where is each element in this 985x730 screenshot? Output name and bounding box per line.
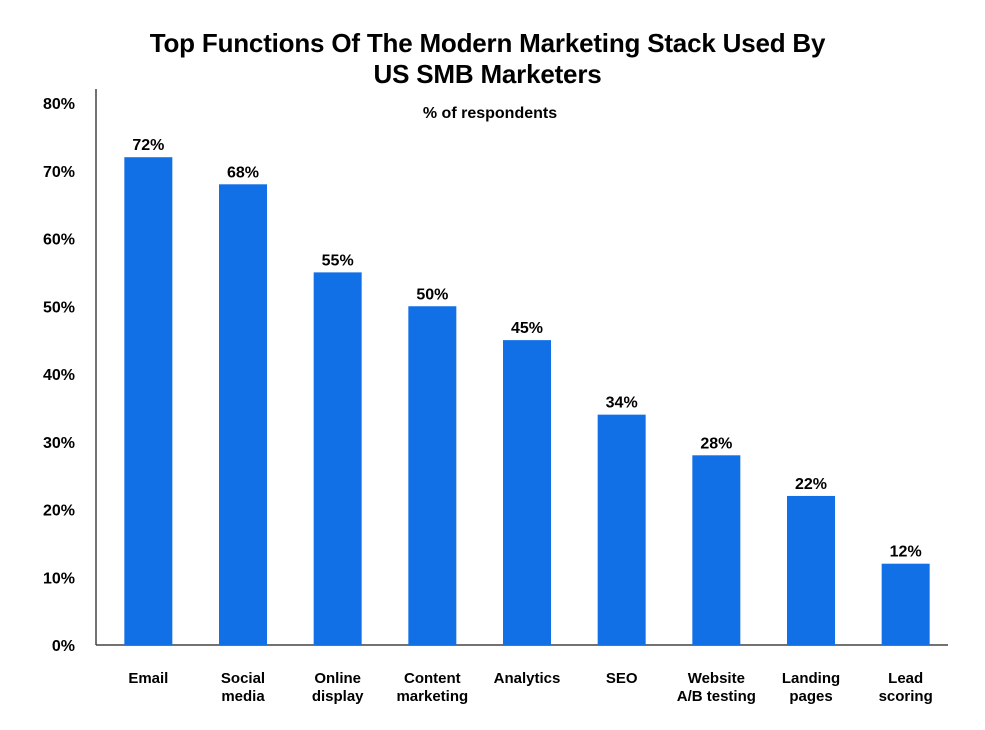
data-label: 22% <box>795 476 827 493</box>
data-label: 12% <box>890 544 922 561</box>
y-tick-label: 70% <box>43 164 75 181</box>
y-axis: 0% 10% 20% 30% 40% 50% 60% 70% 80% <box>43 89 948 655</box>
data-labels: 72% 68% 55% 50% 45% 34% 28% 22% 12% <box>132 137 921 561</box>
bar <box>219 184 267 646</box>
data-label: 55% <box>322 252 354 269</box>
x-axis-labels: Email Social media Online display Content mark… <box>128 670 932 705</box>
x-tick-label: Lead scoring <box>879 670 933 705</box>
y-tick-label: 20% <box>43 503 75 520</box>
data-label: 28% <box>700 435 732 452</box>
data-label: 45% <box>511 320 543 337</box>
chart-title-line-2: US SMB Marketers <box>373 59 602 89</box>
bar <box>597 414 646 645</box>
x-tick-label: Analytics <box>494 670 561 687</box>
chart-subtitle: % of respondents <box>423 105 557 122</box>
data-label: 72% <box>132 137 164 154</box>
bar <box>313 272 362 645</box>
y-tick-label: 0% <box>52 638 75 655</box>
data-label: 68% <box>227 164 259 181</box>
chart-title-line-1: Top Functions Of The Modern Marketing St… <box>149 28 826 58</box>
x-tick-label: SEO <box>606 670 638 687</box>
bar <box>408 306 457 645</box>
bar <box>787 495 835 645</box>
data-label: 34% <box>606 395 638 412</box>
bar <box>124 157 173 645</box>
y-tick-label: 10% <box>43 570 75 587</box>
data-label: 50% <box>416 286 448 303</box>
y-tick-label: 30% <box>43 435 75 452</box>
x-tick-label: Email <box>128 670 168 687</box>
chart-title: Top Functions Of The Modern Marketing St… <box>0 28 975 90</box>
x-tick-label: Online display <box>312 670 364 705</box>
x-tick-label: Content marketing <box>396 670 468 705</box>
y-tick-label: 60% <box>43 232 75 249</box>
x-tick-label: Social media <box>221 670 265 705</box>
bars <box>124 157 930 646</box>
y-tick-label: 50% <box>43 299 75 316</box>
x-tick-label: Landing pages <box>782 670 840 705</box>
bar <box>503 340 551 645</box>
x-tick-label: Website A/B testing <box>677 670 756 705</box>
bar <box>692 455 741 645</box>
bar <box>881 563 930 645</box>
y-tick-label: 80% <box>43 96 75 113</box>
y-tick-label: 40% <box>43 367 75 384</box>
